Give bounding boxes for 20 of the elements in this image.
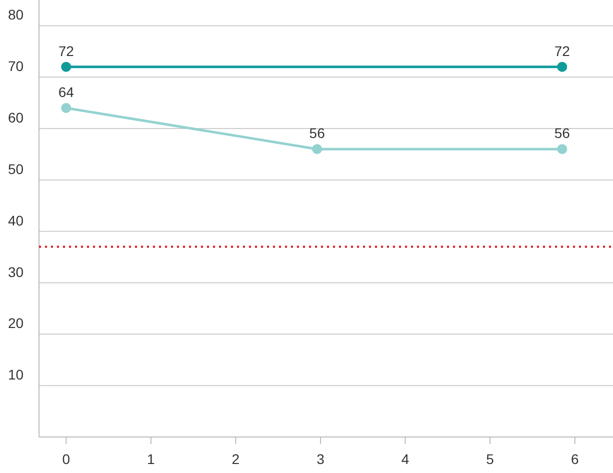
y-tick-label: 30 [8,264,24,280]
y-tick-label: 20 [8,315,24,332]
x-tick-label: 0 [62,451,70,467]
data-label: 72 [554,42,570,59]
x-tick-label: 6 [570,451,579,467]
x-tick-label: 5 [486,451,494,467]
x-tick-label: 1 [147,451,156,467]
y-tick-label: 50 [8,160,24,177]
y-tick-label: 80 [8,6,24,23]
x-tick-label: 4 [401,451,410,467]
x-tick-label: 2 [232,451,240,467]
data-label: 56 [554,125,570,142]
y-tick-label: 60 [8,110,24,126]
data-label: 56 [309,125,326,142]
data-label: 72 [58,42,74,59]
x-tick-label: 3 [316,451,325,467]
y-tick-label: 40 [8,212,24,228]
y-tick-label: 10 [8,366,24,383]
y-tick-label: 70 [8,58,24,74]
data-label: 64 [58,84,74,100]
